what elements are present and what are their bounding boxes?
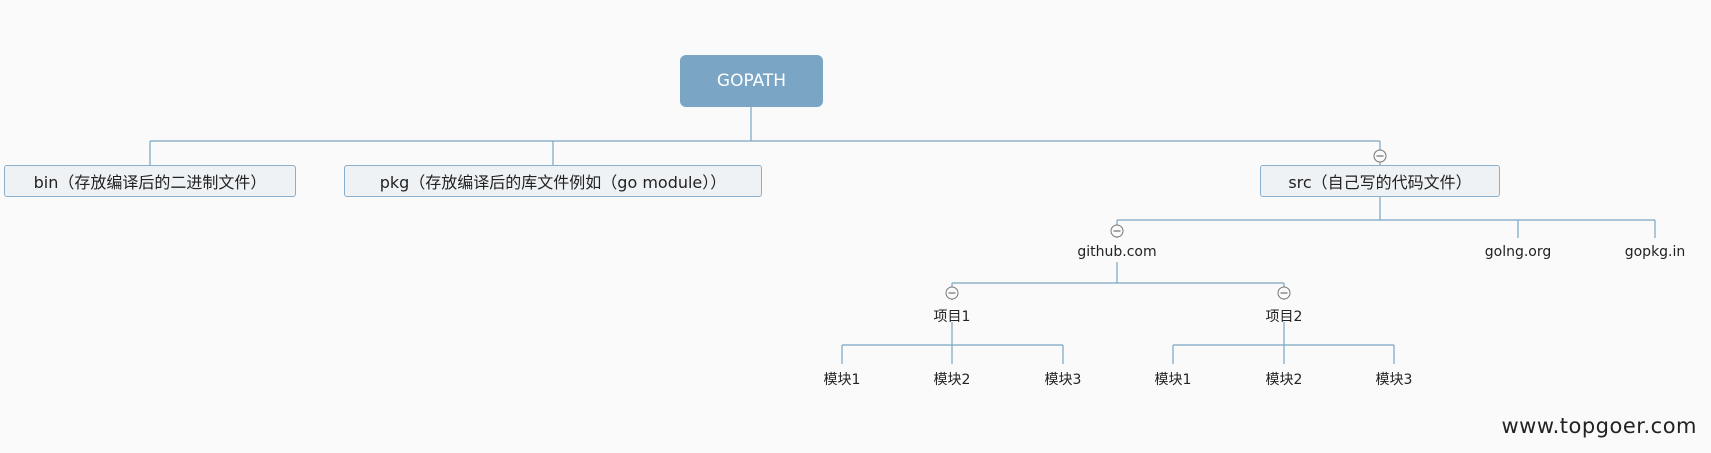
node-project-2[interactable]: 项目2 [1265,309,1303,325]
root-connector [149,107,1381,165]
src-connector [1116,197,1656,238]
node-golng-org[interactable]: golng.org [1484,244,1552,260]
node-p1-module-3[interactable]: 模块3 [1044,372,1082,388]
collapse-toggle-github[interactable] [1110,224,1124,238]
collapse-toggle-src[interactable] [1373,149,1387,163]
project1-connector [841,322,1064,364]
collapse-toggle-project1[interactable] [945,286,959,300]
node-bin[interactable]: bin（存放编译后的二进制文件） [4,165,296,197]
node-src[interactable]: src（自己写的代码文件） [1260,165,1500,197]
github-connector [951,262,1285,300]
node-p1-module-1[interactable]: 模块1 [823,372,861,388]
node-p1-module-2[interactable]: 模块2 [933,372,971,388]
root-node-gopath[interactable]: GOPATH [680,55,823,107]
project2-connector [1172,322,1395,364]
node-p2-module-2[interactable]: 模块2 [1265,372,1303,388]
node-project-1[interactable]: 项目1 [933,309,971,325]
collapse-toggle-project2[interactable] [1277,286,1291,300]
node-github-com[interactable]: github.com [1077,244,1157,260]
node-gopkg-in[interactable]: gopkg.in [1624,244,1686,260]
node-p2-module-3[interactable]: 模块3 [1375,372,1413,388]
node-pkg[interactable]: pkg（存放编译后的库文件例如（go module）） [344,165,762,197]
watermark-text: www.topgoer.com [1501,414,1697,438]
node-p2-module-1[interactable]: 模块1 [1154,372,1192,388]
